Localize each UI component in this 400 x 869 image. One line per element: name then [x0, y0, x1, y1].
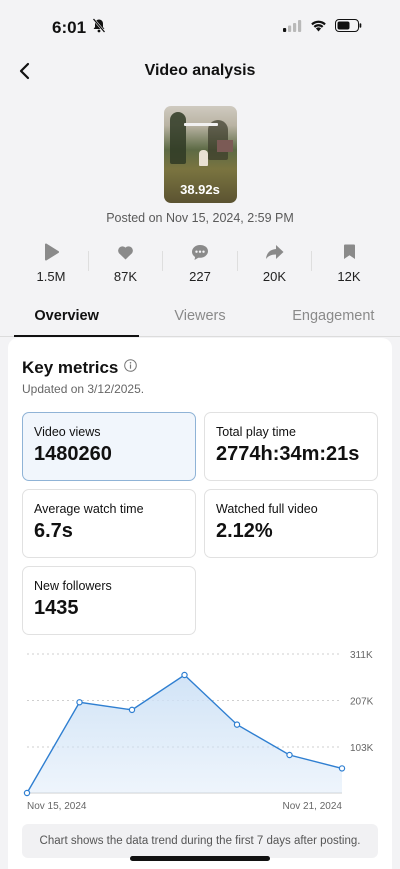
- share-icon: [265, 241, 284, 263]
- x-tick-label: Nov 15, 2024: [27, 801, 87, 812]
- updated-date: Updated on 3/12/2025.: [22, 382, 145, 396]
- metric-label: Average watch time: [34, 502, 144, 516]
- y-tick-label: 103K: [350, 743, 374, 754]
- data-point: [286, 751, 293, 759]
- thumbnail-caption-strip: [183, 123, 218, 126]
- nav-bar: Video analysis: [0, 56, 400, 86]
- thumbnail-tree: [169, 112, 186, 164]
- tab-bar: Overview Viewers Engagement: [0, 300, 400, 337]
- status-time: 6:01: [52, 18, 87, 37]
- video-thumbnail[interactable]: 38.92s: [163, 106, 237, 203]
- top-area: 6:01: [0, 0, 400, 337]
- stat-value: 20K: [262, 269, 287, 284]
- posted-date: Posted on Nov 15, 2024, 2:59 PM: [106, 211, 294, 225]
- heart-icon: [117, 241, 134, 263]
- stats-row: 1.5M 87K 227 20K: [0, 241, 400, 284]
- info-icon[interactable]: [124, 359, 138, 377]
- page-title: Video analysis: [144, 62, 256, 79]
- stat-saves: 12K: [311, 241, 386, 284]
- key-metrics-card: Key metrics Updated on 3/12/2025. Video …: [8, 338, 392, 869]
- tab-engagement[interactable]: Engagement: [292, 308, 375, 324]
- metric-value: 1480260: [34, 443, 112, 465]
- bell-muted-icon: [92, 18, 106, 38]
- metrics-grid: Video views 1480260 Total play time 2774…: [22, 412, 378, 635]
- thumbnail-house: [216, 140, 233, 152]
- data-point: [76, 699, 83, 706]
- stat-comments: 227: [162, 241, 237, 284]
- data-point: [128, 706, 136, 714]
- thumbnail-figure: [198, 150, 208, 166]
- stat-shares: 20K: [236, 241, 312, 284]
- views-trend-chart: 311K 207K 103K Nov 15, 2024 Nov 21, 2024: [23, 650, 374, 812]
- stat-value: 227: [189, 269, 211, 284]
- metric-video-views[interactable]: Video views 1480260: [22, 412, 196, 481]
- x-tick-label: Nov 21, 2024: [283, 801, 343, 812]
- status-left: 6:01: [52, 18, 106, 38]
- cellular-signal-icon: [283, 19, 302, 37]
- card-header: Key metrics: [22, 358, 378, 378]
- stat-value: 1.5M: [36, 269, 66, 284]
- chart-note: Chart shows the data trend during the fi…: [22, 824, 378, 858]
- video-duration: 38.92s: [180, 182, 220, 197]
- tab-overview[interactable]: Overview: [34, 308, 99, 324]
- y-tick-label: 311K: [350, 650, 373, 661]
- metric-total-play-time[interactable]: Total play time 2774h:34m:21s: [204, 412, 378, 481]
- stat-likes: 87K: [87, 241, 163, 284]
- data-point: [338, 765, 346, 772]
- stat-value: 12K: [337, 269, 361, 284]
- data-point: [23, 789, 31, 797]
- home-indicator: [130, 856, 270, 861]
- data-point: [233, 721, 241, 728]
- metric-value: 2.12%: [216, 520, 273, 542]
- status-bar: 6:01: [0, 0, 400, 56]
- y-tick-label: 207K: [350, 696, 374, 707]
- stat-value: 87K: [113, 269, 138, 284]
- back-button[interactable]: [12, 58, 36, 84]
- battery-icon: [335, 19, 362, 37]
- video-thumbnail-wrap: 38.92s: [0, 106, 400, 203]
- metric-average-watch-time[interactable]: Average watch time 6.7s: [22, 489, 196, 558]
- metric-label: Video views: [34, 425, 101, 439]
- chevron-left-icon: [19, 62, 30, 80]
- metric-value: 2774h:34m:21s: [216, 443, 360, 465]
- metric-label: Watched full video: [216, 502, 318, 516]
- bookmark-icon: [343, 241, 356, 263]
- key-metrics-title: Key metrics: [22, 358, 119, 377]
- metric-new-followers[interactable]: New followers 1435: [22, 566, 196, 635]
- play-icon: [43, 241, 59, 263]
- metric-watched-full-video[interactable]: Watched full video 2.12%: [204, 489, 378, 558]
- metric-value: 6.7s: [34, 520, 73, 542]
- metric-value: 1435: [34, 597, 79, 619]
- stat-views: 1.5M: [14, 241, 88, 284]
- tab-viewers[interactable]: Viewers: [174, 308, 226, 324]
- data-point: [181, 671, 188, 679]
- metric-label: Total play time: [216, 425, 296, 439]
- series-area: [27, 675, 342, 793]
- metric-label: New followers: [34, 579, 112, 593]
- tab-active-indicator: [14, 335, 139, 337]
- status-right: [283, 19, 362, 37]
- comment-icon: [191, 241, 209, 263]
- wifi-icon: [310, 19, 327, 37]
